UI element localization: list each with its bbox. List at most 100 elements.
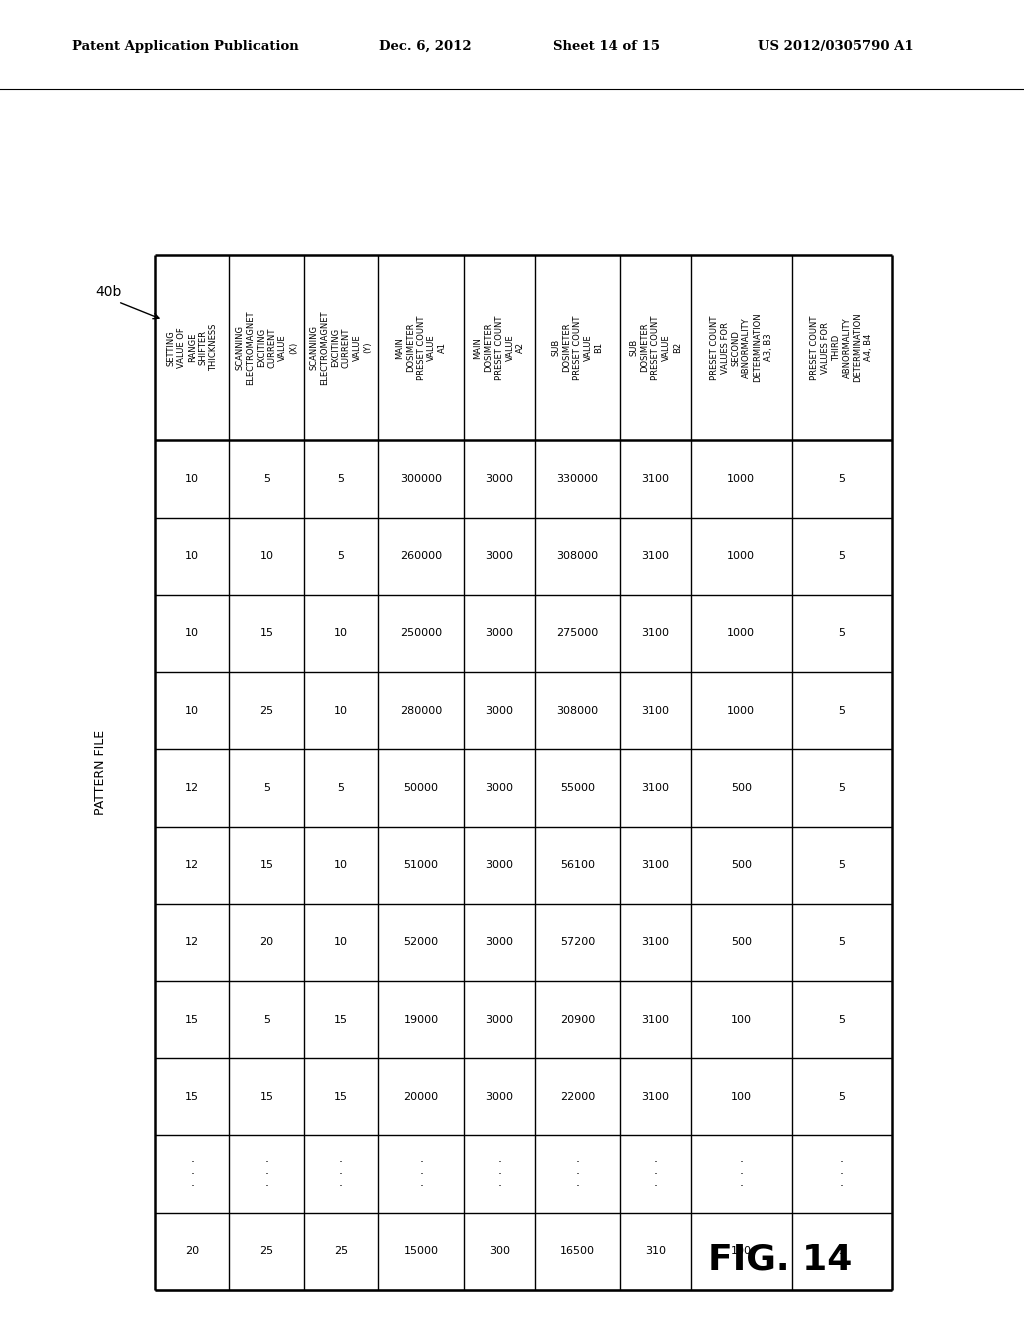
Text: 5: 5	[338, 474, 345, 484]
Text: 3100: 3100	[642, 937, 670, 948]
Text: ·
·
·: · · ·	[739, 1155, 743, 1192]
Text: 3100: 3100	[642, 474, 670, 484]
Text: 3000: 3000	[485, 783, 513, 793]
Text: SCANNING
ELECTROMAGNET
EXCITING
CURRENT
VALUE
(X): SCANNING ELECTROMAGNET EXCITING CURRENT …	[236, 310, 298, 385]
Text: 10: 10	[334, 628, 348, 639]
Text: 3000: 3000	[485, 1015, 513, 1024]
Text: 5: 5	[839, 628, 845, 639]
Text: 10: 10	[185, 706, 200, 715]
Text: 5: 5	[839, 861, 845, 870]
Text: ·
·
·: · · ·	[653, 1155, 657, 1192]
Text: ·
·
·: · · ·	[575, 1155, 580, 1192]
Text: 280000: 280000	[400, 706, 442, 715]
Text: SETTING
VALUE OF
RANGE
SHIFTER
THICKNESS: SETTING VALUE OF RANGE SHIFTER THICKNESS	[166, 323, 218, 371]
Text: 3100: 3100	[642, 628, 670, 639]
Text: 3100: 3100	[642, 706, 670, 715]
Text: ·
·
·: · · ·	[264, 1155, 268, 1192]
Text: 5: 5	[263, 474, 270, 484]
Text: 15: 15	[260, 628, 273, 639]
Text: 3000: 3000	[485, 628, 513, 639]
Text: 19000: 19000	[403, 1015, 438, 1024]
Text: 5: 5	[839, 474, 845, 484]
Text: 308000: 308000	[556, 706, 599, 715]
Text: PRESET COUNT
VALUES FOR
THIRD
ABNORMALITY
DETERMINATION
A4, B4: PRESET COUNT VALUES FOR THIRD ABNORMALIT…	[810, 313, 873, 383]
Text: 308000: 308000	[556, 552, 599, 561]
Text: 3000: 3000	[485, 474, 513, 484]
Text: Dec. 6, 2012: Dec. 6, 2012	[379, 40, 471, 53]
Text: 500: 500	[731, 937, 752, 948]
Text: 15: 15	[260, 1092, 273, 1102]
Text: MAIN
DOSIMETER
PRESET COUNT
VALUE
A1: MAIN DOSIMETER PRESET COUNT VALUE A1	[395, 315, 447, 380]
Text: 300000: 300000	[400, 474, 442, 484]
Text: 1000: 1000	[727, 474, 756, 484]
Text: 20900: 20900	[560, 1015, 595, 1024]
Text: 3000: 3000	[485, 552, 513, 561]
Text: ·
·
·: · · ·	[419, 1155, 423, 1192]
Text: Patent Application Publication: Patent Application Publication	[72, 40, 298, 53]
Text: 5: 5	[839, 706, 845, 715]
Text: 16500: 16500	[560, 1246, 595, 1257]
Text: 40b: 40b	[95, 285, 121, 298]
Text: 3100: 3100	[642, 783, 670, 793]
Text: SUB
DOSIMETER
PRESET COUNT
VALUE
B1: SUB DOSIMETER PRESET COUNT VALUE B1	[552, 315, 603, 380]
Text: 20: 20	[260, 937, 273, 948]
Text: 5: 5	[839, 552, 845, 561]
Text: FIG. 14: FIG. 14	[708, 1243, 852, 1276]
Text: PRESET COUNT
VALUES FOR
SECOND
ABNORMALITY
DETERMINATION
A3, B3: PRESET COUNT VALUES FOR SECOND ABNORMALI…	[710, 313, 773, 383]
Text: 10: 10	[185, 474, 200, 484]
Text: SUB
DOSIMETER
PRESET COUNT
VALUE
B2: SUB DOSIMETER PRESET COUNT VALUE B2	[630, 315, 682, 380]
Text: 3100: 3100	[642, 1092, 670, 1102]
Text: 3100: 3100	[642, 1015, 670, 1024]
Text: 15: 15	[334, 1092, 348, 1102]
Text: ·
·
·: · · ·	[190, 1155, 195, 1192]
Text: 5: 5	[839, 1092, 845, 1102]
Text: 3000: 3000	[485, 706, 513, 715]
Text: SCANNING
ELECTROMAGNET
EXCITING
CURRENT
VALUE
(Y): SCANNING ELECTROMAGNET EXCITING CURRENT …	[309, 310, 373, 385]
Text: 5: 5	[839, 937, 845, 948]
Text: 260000: 260000	[400, 552, 442, 561]
Text: 10: 10	[334, 861, 348, 870]
Text: PATTERN FILE: PATTERN FILE	[93, 730, 106, 814]
Text: 3000: 3000	[485, 937, 513, 948]
Text: 3100: 3100	[642, 861, 670, 870]
Text: ·
·
·: · · ·	[498, 1155, 502, 1192]
Text: 12: 12	[185, 783, 200, 793]
Text: 1000: 1000	[727, 706, 756, 715]
Text: 50000: 50000	[403, 783, 438, 793]
Text: 10: 10	[334, 706, 348, 715]
Text: 250000: 250000	[400, 628, 442, 639]
Text: 56100: 56100	[560, 861, 595, 870]
Text: 51000: 51000	[403, 861, 438, 870]
Text: 100: 100	[731, 1246, 752, 1257]
Text: 5: 5	[338, 552, 345, 561]
Text: 12: 12	[185, 861, 200, 870]
Text: 1000: 1000	[727, 628, 756, 639]
Text: 100: 100	[731, 1092, 752, 1102]
Text: 5: 5	[338, 783, 345, 793]
Text: 15: 15	[185, 1092, 200, 1102]
Text: 20000: 20000	[403, 1092, 438, 1102]
Text: Sheet 14 of 15: Sheet 14 of 15	[553, 40, 659, 53]
Text: 15: 15	[185, 1015, 200, 1024]
Text: 10: 10	[185, 552, 200, 561]
Text: 1000: 1000	[727, 552, 756, 561]
Text: 25: 25	[260, 706, 273, 715]
Text: 22000: 22000	[560, 1092, 595, 1102]
Text: 25: 25	[260, 1246, 273, 1257]
Text: 5: 5	[839, 1015, 845, 1024]
Text: US 2012/0305790 A1: US 2012/0305790 A1	[758, 40, 913, 53]
Text: 500: 500	[731, 861, 752, 870]
Text: 5: 5	[839, 783, 845, 793]
Text: 15000: 15000	[403, 1246, 438, 1257]
Text: 25: 25	[334, 1246, 348, 1257]
Text: 57200: 57200	[560, 937, 595, 948]
Text: MAIN
DOSIMETER
PRESET COUNT
VALUE
A2: MAIN DOSIMETER PRESET COUNT VALUE A2	[473, 315, 525, 380]
Text: 10: 10	[260, 552, 273, 561]
Text: 55000: 55000	[560, 783, 595, 793]
Text: 3100: 3100	[642, 552, 670, 561]
Text: 500: 500	[731, 783, 752, 793]
Text: 3000: 3000	[485, 1092, 513, 1102]
Text: 330000: 330000	[556, 474, 598, 484]
Text: 15: 15	[260, 861, 273, 870]
Text: 52000: 52000	[403, 937, 438, 948]
